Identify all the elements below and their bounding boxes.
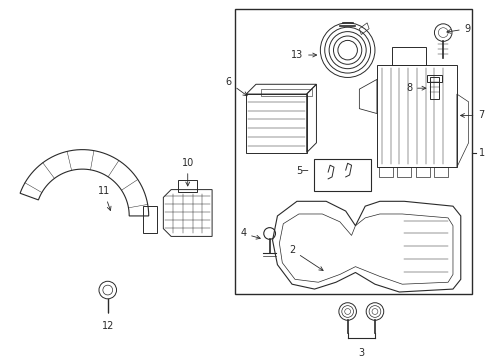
- Text: 13: 13: [290, 50, 316, 60]
- Text: 10: 10: [181, 158, 193, 186]
- Bar: [314, 159, 370, 190]
- Text: 9: 9: [446, 24, 470, 34]
- Bar: [397, 167, 410, 177]
- Bar: [433, 167, 447, 177]
- Text: 12: 12: [102, 321, 114, 331]
- Bar: [415, 167, 428, 177]
- Text: 8: 8: [405, 83, 425, 93]
- Bar: [142, 206, 156, 234]
- Text: 7: 7: [460, 111, 484, 121]
- Bar: [428, 77, 438, 99]
- Text: 11: 11: [98, 186, 111, 211]
- Bar: [378, 167, 392, 177]
- Text: 1: 1: [478, 148, 485, 158]
- Text: 4: 4: [240, 229, 260, 239]
- Bar: [178, 180, 197, 192]
- Bar: [426, 75, 441, 82]
- Bar: [234, 9, 470, 294]
- Text: 6: 6: [225, 77, 246, 96]
- Text: 2: 2: [288, 245, 323, 270]
- Text: 5─: 5─: [296, 166, 308, 176]
- Text: 3: 3: [358, 348, 364, 357]
